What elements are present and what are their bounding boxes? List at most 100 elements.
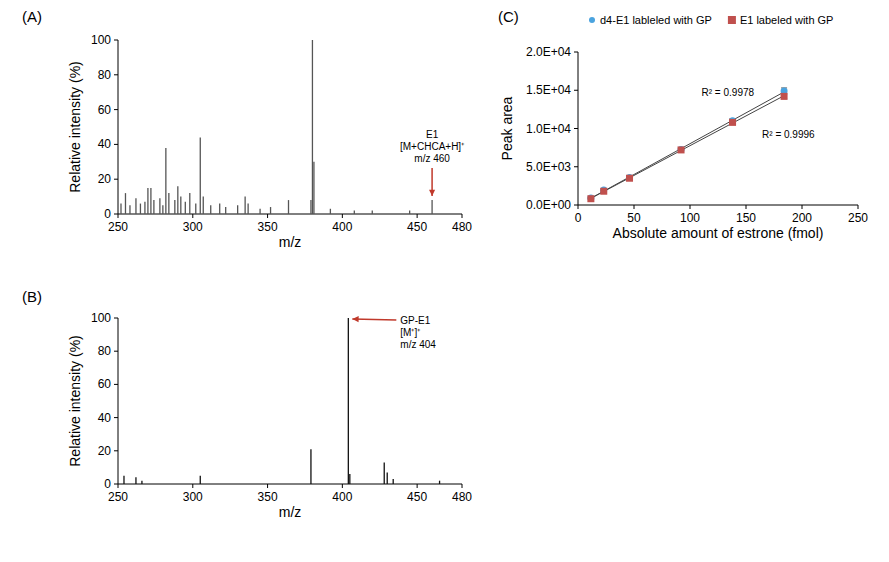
y-tick: [114, 214, 118, 215]
annotation-arrow: [352, 319, 396, 320]
annotation-text: m/z 460: [414, 153, 450, 164]
peak: [165, 148, 166, 214]
peak: [200, 476, 201, 484]
y-tick: [574, 52, 578, 53]
y-tick: [114, 450, 118, 451]
y-tick-label: 0: [104, 477, 111, 491]
legend-label: d4-E1 lableled with GP: [600, 14, 712, 26]
peak: [219, 204, 220, 214]
x-tick: [858, 205, 859, 209]
y-tick-label: 20: [98, 172, 112, 186]
peak: [189, 193, 190, 214]
peak: [141, 481, 142, 484]
panel-label: (A): [22, 8, 42, 25]
peak: [200, 137, 201, 214]
x-tick-label: 400: [332, 220, 352, 234]
point: [626, 174, 633, 181]
x-tick-label: 200: [792, 211, 812, 225]
x-tick-label: 250: [108, 490, 128, 504]
peak: [162, 205, 163, 214]
peak: [387, 472, 388, 484]
legend-marker: [589, 17, 595, 23]
plot-area: [121, 40, 432, 214]
figure: (A)250300350400450480020406080100m/zRela…: [0, 0, 889, 562]
y-tick: [574, 205, 578, 206]
peak: [270, 207, 271, 214]
x-tick: [802, 205, 803, 209]
fit-line: [591, 96, 784, 199]
y-axis: [118, 318, 119, 484]
x-tick: [462, 214, 463, 218]
x-axis-title: m/z: [279, 504, 302, 520]
x-tick-label: 300: [183, 490, 203, 504]
peak: [185, 202, 186, 214]
peak: [147, 188, 148, 214]
x-tick-label: 350: [258, 220, 278, 234]
peak: [150, 188, 151, 214]
point: [587, 195, 594, 202]
peak: [210, 205, 211, 214]
x-tick-label: 250: [848, 211, 868, 225]
peak: [225, 207, 226, 214]
annotation-text: [M+CHCA+H]⁺: [400, 141, 465, 152]
annotation-text: E1: [426, 129, 439, 140]
fit-line: [591, 92, 784, 198]
peak: [140, 204, 141, 214]
x-tick: [462, 484, 463, 488]
annotation-arrowhead: [352, 316, 358, 322]
peak: [195, 204, 196, 214]
x-tick-label: 150: [736, 211, 756, 225]
x-tick: [267, 214, 268, 218]
y-tick: [114, 384, 118, 385]
peak: [237, 205, 238, 214]
plot-area: [587, 88, 787, 203]
y-axis-title: Peak area: [499, 96, 515, 160]
legend-marker: [728, 16, 736, 24]
x-tick: [118, 484, 119, 488]
peak: [310, 449, 311, 484]
x-tick: [342, 214, 343, 218]
point: [678, 146, 685, 153]
x-tick: [578, 205, 579, 209]
y-tick-label: 100: [91, 311, 111, 325]
x-axis-title: Absolute amount of estrone (fmol): [613, 225, 824, 241]
peak: [168, 193, 169, 214]
y-tick-label: 0.0E+00: [526, 198, 571, 212]
x-tick: [417, 214, 418, 218]
y-tick: [114, 109, 118, 110]
y-tick-label: 5.0E+03: [526, 160, 571, 174]
y-tick-label: 0: [104, 207, 111, 221]
peak: [439, 481, 440, 484]
x-tick-label: 400: [332, 490, 352, 504]
peak: [174, 200, 175, 214]
point: [587, 195, 594, 202]
peak: [135, 477, 136, 484]
y-tick-label: 80: [98, 344, 112, 358]
y-tick-label: 60: [98, 103, 112, 117]
point: [678, 146, 685, 153]
x-tick: [342, 484, 343, 488]
x-axis: [578, 205, 858, 206]
x-tick: [746, 205, 747, 209]
peak: [259, 209, 260, 214]
y-tick-label: 40: [98, 137, 112, 151]
peak: [349, 474, 350, 484]
peak: [310, 200, 311, 214]
y-tick: [114, 351, 118, 352]
x-axis: [118, 484, 462, 485]
x-tick-label: 250: [108, 220, 128, 234]
point: [626, 175, 633, 182]
x-tick: [634, 205, 635, 209]
y-tick-label: 40: [98, 411, 112, 425]
point: [600, 188, 607, 195]
peak: [348, 318, 349, 484]
peak: [384, 462, 385, 484]
x-axis-title: m/z: [279, 234, 302, 250]
x-tick: [192, 484, 193, 488]
peak: [354, 211, 355, 214]
y-tick: [114, 417, 118, 418]
peak: [144, 202, 145, 214]
annotation-text: m/z 404: [400, 339, 436, 350]
y-axis-title: Relative intensity (%): [67, 335, 83, 467]
x-tick: [417, 484, 418, 488]
